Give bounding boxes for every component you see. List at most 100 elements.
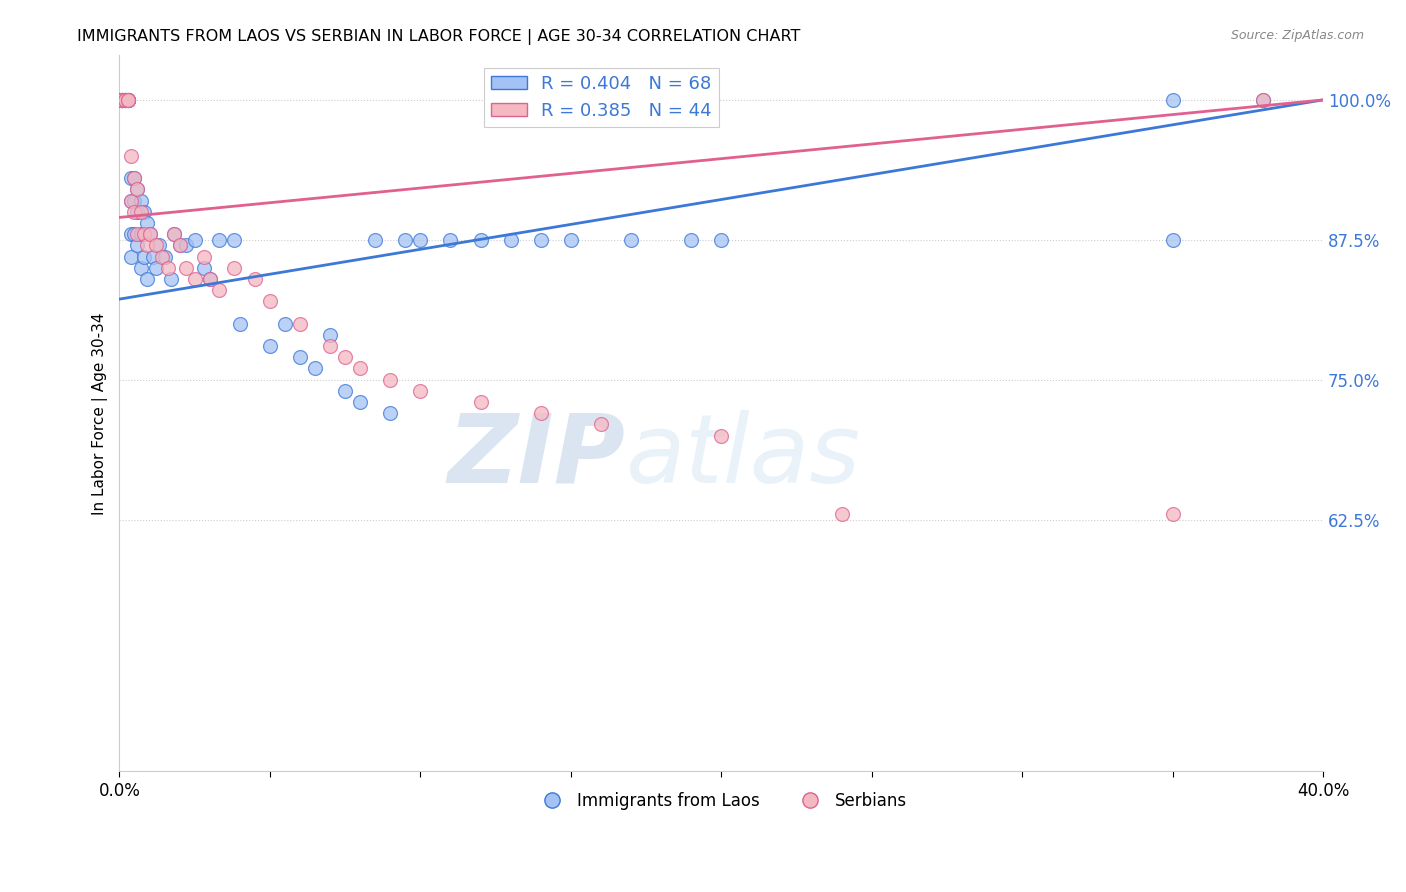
Point	[145, 260, 167, 275]
Point	[156, 260, 179, 275]
Point	[1161, 93, 1184, 107]
Point	[117, 93, 139, 107]
Point	[560, 233, 582, 247]
Point	[1251, 93, 1274, 107]
Point	[117, 93, 139, 107]
Point	[831, 507, 853, 521]
Point	[259, 294, 281, 309]
Point	[135, 216, 157, 230]
Point	[288, 351, 311, 365]
Point	[117, 93, 139, 107]
Point	[114, 93, 136, 107]
Point	[114, 93, 136, 107]
Point	[710, 233, 733, 247]
Point	[124, 171, 146, 186]
Point	[304, 361, 326, 376]
Point	[710, 428, 733, 442]
Point	[470, 233, 492, 247]
Point	[222, 260, 245, 275]
Point	[124, 194, 146, 208]
Point	[349, 395, 371, 409]
Point	[439, 233, 461, 247]
Point	[589, 417, 612, 432]
Point	[124, 227, 146, 242]
Point	[114, 93, 136, 107]
Point	[138, 227, 160, 242]
Legend: Immigrants from Laos, Serbians: Immigrants from Laos, Serbians	[529, 786, 914, 817]
Point	[127, 204, 149, 219]
Point	[127, 238, 149, 252]
Point	[162, 227, 184, 242]
Text: IMMIGRANTS FROM LAOS VS SERBIAN IN LABOR FORCE | AGE 30-34 CORRELATION CHART: IMMIGRANTS FROM LAOS VS SERBIAN IN LABOR…	[77, 29, 800, 45]
Point	[174, 238, 197, 252]
Text: Source: ZipAtlas.com: Source: ZipAtlas.com	[1230, 29, 1364, 42]
Point	[208, 283, 231, 297]
Point	[409, 233, 432, 247]
Point	[319, 339, 342, 353]
Point	[121, 171, 143, 186]
Point	[121, 250, 143, 264]
Point	[319, 327, 342, 342]
Point	[121, 149, 143, 163]
Point	[530, 233, 553, 247]
Point	[111, 93, 134, 107]
Point	[193, 260, 215, 275]
Point	[129, 227, 152, 242]
Point	[198, 272, 221, 286]
Point	[1251, 93, 1274, 107]
Point	[169, 238, 191, 252]
Point	[470, 395, 492, 409]
Point	[111, 93, 134, 107]
Point	[132, 250, 155, 264]
Point	[288, 317, 311, 331]
Point	[183, 272, 205, 286]
Point	[169, 238, 191, 252]
Point	[620, 233, 643, 247]
Point	[111, 93, 134, 107]
Point	[124, 171, 146, 186]
Point	[183, 233, 205, 247]
Point	[117, 93, 139, 107]
Point	[409, 384, 432, 398]
Point	[127, 227, 149, 242]
Point	[129, 260, 152, 275]
Point	[114, 93, 136, 107]
Point	[114, 93, 136, 107]
Point	[121, 227, 143, 242]
Point	[259, 339, 281, 353]
Point	[333, 351, 356, 365]
Point	[141, 250, 163, 264]
Point	[1161, 233, 1184, 247]
Point	[111, 93, 134, 107]
Point	[127, 182, 149, 196]
Point	[150, 250, 173, 264]
Point	[111, 93, 134, 107]
Point	[153, 250, 176, 264]
Point	[145, 238, 167, 252]
Point	[127, 182, 149, 196]
Point	[135, 272, 157, 286]
Point	[135, 238, 157, 252]
Text: ZIP: ZIP	[447, 409, 626, 503]
Point	[229, 317, 252, 331]
Point	[380, 406, 402, 420]
Point	[530, 406, 553, 420]
Point	[222, 233, 245, 247]
Point	[124, 204, 146, 219]
Point	[349, 361, 371, 376]
Point	[333, 384, 356, 398]
Point	[129, 204, 152, 219]
Point	[111, 93, 134, 107]
Point	[111, 93, 134, 107]
Point	[114, 93, 136, 107]
Point	[681, 233, 703, 247]
Point	[499, 233, 522, 247]
Point	[132, 204, 155, 219]
Point	[148, 238, 170, 252]
Point	[274, 317, 297, 331]
Point	[111, 93, 134, 107]
Y-axis label: In Labor Force | Age 30-34: In Labor Force | Age 30-34	[93, 312, 108, 515]
Point	[111, 93, 134, 107]
Point	[193, 250, 215, 264]
Point	[132, 227, 155, 242]
